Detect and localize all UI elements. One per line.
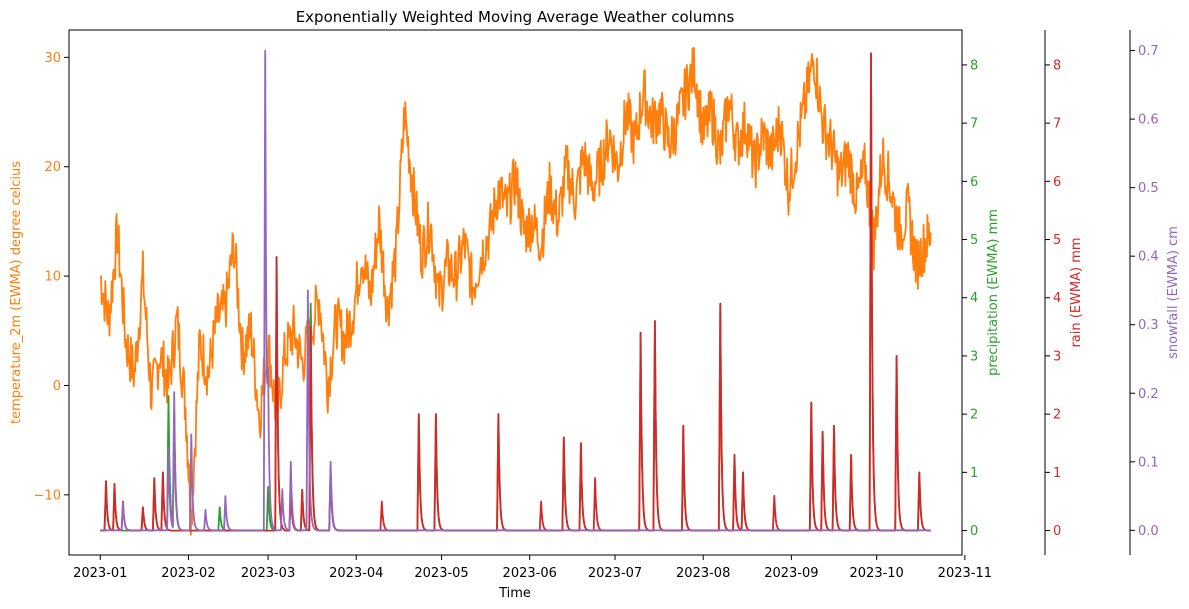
y-tick-label-snowfall: 0.6: [1138, 113, 1159, 128]
y-tick-label-temperature: −10: [34, 488, 61, 503]
x-tick-label: 2023-05: [414, 566, 468, 581]
y-tick-label-precipitation: 5: [970, 233, 978, 248]
x-tick-label: 2023-02: [161, 566, 215, 581]
x-axis-label: Time: [498, 586, 531, 601]
x-tick-label: 2023-11: [938, 566, 992, 581]
x-tick-label: 2023-04: [329, 566, 383, 581]
x-tick-label: 2023-09: [764, 566, 818, 581]
y-tick-label-precipitation: 1: [970, 466, 978, 481]
axes-layer: 2023-01 2023-02 2023-03 2023-04 2023-05 2023-…: [9, 29, 1181, 581]
chart-title: Exponentially Weighted Moving Average We…: [296, 8, 735, 26]
y-tick-label-precipitation: 3: [970, 349, 978, 364]
y-tick-label-rain: 8: [1053, 58, 1061, 73]
y-tick-label-rain: 0: [1053, 524, 1061, 539]
y-tick-label-precipitation: 4: [970, 291, 978, 306]
y-tick-label-rain: 5: [1053, 233, 1061, 248]
series-layer: [100, 46, 932, 536]
x-tick-label: 2023-03: [241, 566, 295, 581]
series-line-snowfall: [100, 49, 931, 532]
y-tick-label-precipitation: 7: [970, 117, 978, 132]
x-tick-label: 2023-07: [588, 566, 642, 581]
y-tick-label-temperature: 0: [53, 379, 61, 394]
plot-frame: [68, 29, 963, 556]
y-tick-label-snowfall: 0.7: [1138, 44, 1159, 59]
y-tick-label-precipitation: 2: [970, 408, 978, 423]
y-tick-label-rain: 6: [1053, 175, 1061, 190]
y-tick-label-snowfall: 0.5: [1138, 181, 1159, 196]
y-tick-label-rain: 1: [1053, 466, 1061, 481]
y-tick-label-temperature: 20: [44, 160, 61, 175]
x-tick-label: 2023-10: [850, 566, 904, 581]
y-tick-label-snowfall: 0.4: [1138, 250, 1159, 265]
y-tick-label-snowfall: 0.2: [1138, 387, 1159, 402]
y-tick-label-snowfall: 0.0: [1138, 524, 1159, 539]
y-axis-label-temperature: temperature_2m (EWMA) degree celcius: [9, 161, 24, 424]
y-tick-label-snowfall: 0.1: [1138, 455, 1159, 470]
y-tick-label-rain: 4: [1053, 291, 1061, 306]
y-axis-label-snowfall: snowfall (EWMA) cm: [1166, 226, 1181, 359]
x-tick-label: 2023-06: [503, 566, 557, 581]
x-tick-label: 2023-01: [73, 566, 127, 581]
y-axis-label-precipitation: precipitation (EWMA) mm: [986, 209, 1001, 376]
y-axis-label-rain: rain (EWMA) mm: [1069, 237, 1084, 347]
y-tick-label-rain: 2: [1053, 408, 1061, 423]
y-tick-label-temperature: 10: [44, 270, 61, 285]
y-tick-label-rain: 3: [1053, 349, 1061, 364]
x-tick-label: 2023-08: [676, 566, 730, 581]
y-tick-label-snowfall: 0.3: [1138, 318, 1159, 333]
y-tick-label-precipitation: 6: [970, 175, 978, 190]
series-line-temperature-2m: [100, 46, 932, 536]
y-tick-label-precipitation: 8: [970, 58, 978, 73]
y-tick-label-precipitation: 0: [970, 524, 978, 539]
y-tick-label-rain: 7: [1053, 117, 1061, 132]
y-tick-label-temperature: 30: [44, 51, 61, 66]
